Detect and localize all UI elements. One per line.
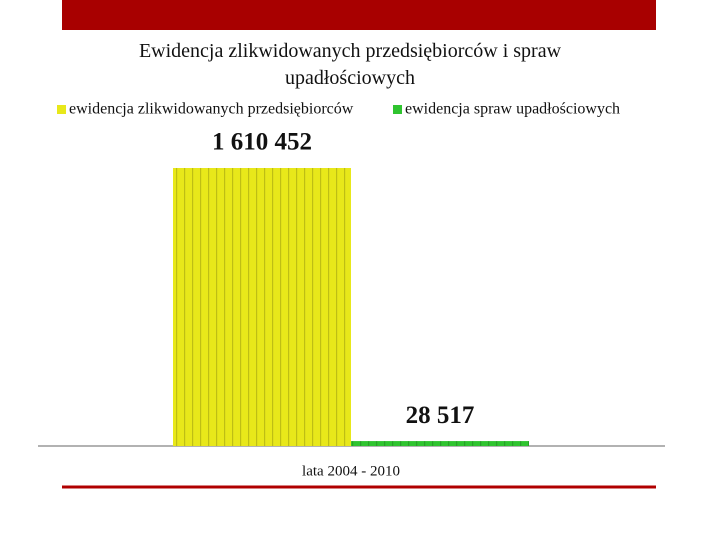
legend-swatch xyxy=(393,105,402,114)
value-label: 1 610 452 xyxy=(212,129,312,156)
chart-title: Ewidencja zlikwidowanych przedsiębiorców… xyxy=(138,40,562,89)
top-band xyxy=(62,0,656,30)
bar-texture xyxy=(351,441,529,446)
legend-swatch xyxy=(57,105,66,114)
legend-label: ewidencja spraw upadłościowych xyxy=(405,101,620,118)
x-tick-label: lata 2004 - 2010 xyxy=(302,463,400,479)
value-label: 28 517 xyxy=(406,402,475,429)
bar-texture xyxy=(173,168,351,446)
legend-label: ewidencja zlikwidowanych przedsiębiorców xyxy=(69,101,354,118)
